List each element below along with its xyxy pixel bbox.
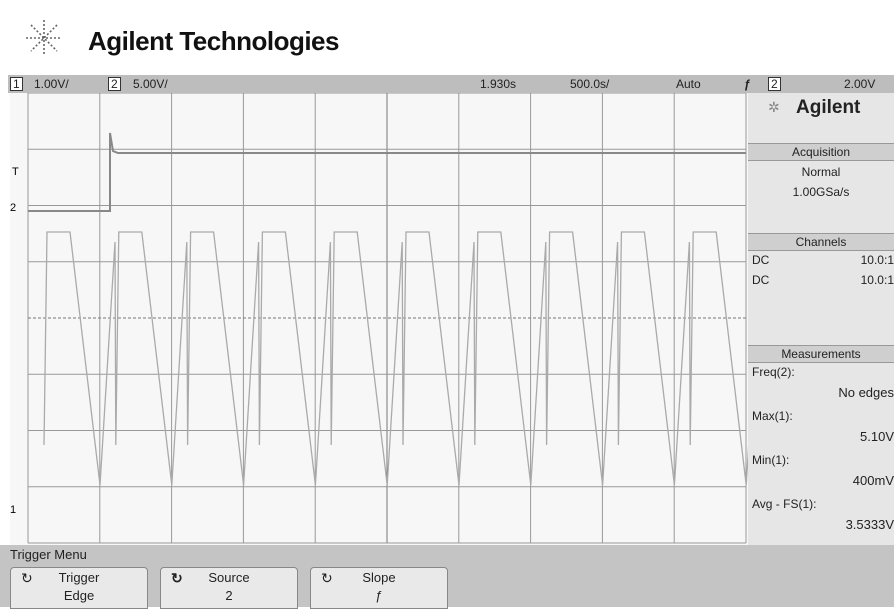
probe: 10.0:1 <box>860 273 894 287</box>
softkey[interactable]: ↻ Slope ƒ <box>310 567 448 609</box>
side-logo: Agilent <box>796 97 861 118</box>
logo-spark <box>26 20 62 56</box>
ch2-marker: 2 <box>10 202 16 214</box>
trigger-slope: ƒ <box>744 77 751 91</box>
graticule: T 2 1 <box>10 93 748 545</box>
meas-value: No edges <box>838 385 894 400</box>
softkey-label: Source <box>208 570 250 585</box>
softkey[interactable]: ↻ Source 2 <box>160 567 298 609</box>
trace-ch2 <box>28 132 746 212</box>
trace-ch1 <box>43 231 748 486</box>
brand: Agilent Technologies <box>88 26 339 56</box>
trigger-marker: T <box>12 166 19 178</box>
meas-label: Avg - FS(1): <box>752 497 817 511</box>
meas-value: 400mV <box>852 473 894 488</box>
acq-rate: 1.00GSa/s <box>792 185 850 199</box>
section-title: Acquisition <box>748 143 894 161</box>
trigger-mode: Auto <box>676 77 701 91</box>
logo-spark: ✲ <box>768 99 780 115</box>
ch1-scale: 1.00V/ <box>34 77 69 91</box>
ch2-label: 2 <box>108 77 121 91</box>
time-scale: 500.0s/ <box>570 77 610 91</box>
acq-mode: Normal <box>801 165 841 179</box>
meas-label: Min(1): <box>752 453 790 467</box>
coupling: DC <box>752 273 770 287</box>
probe: 10.0:1 <box>860 253 894 267</box>
softkey-bar: Trigger Menu ↻ Trigger Edge ↻ Source 2 ↻ Slop… <box>0 545 894 609</box>
time-delay: 1.930s <box>480 77 517 91</box>
trigger-source: 2 <box>768 77 781 91</box>
menu-title: Trigger Menu <box>10 547 87 562</box>
meas-label: Max(1): <box>752 409 793 423</box>
section-title: Measurements <box>748 345 894 363</box>
coupling: DC <box>752 253 770 267</box>
softkey-value: 2 <box>225 588 233 603</box>
screen <box>10 93 748 545</box>
side-panel: ✲ Agilent Acquisition Normal 1.00GSa/s C… <box>748 93 894 545</box>
meas-value: 5.10V <box>860 429 894 444</box>
meas-value: 3.5333V <box>845 517 894 532</box>
softkey-value: ƒ <box>375 588 383 603</box>
trigger-level: 2.00V <box>844 77 876 91</box>
softkey-value: Edge <box>63 588 95 603</box>
section-title: Channels <box>748 233 894 251</box>
ch1-label: 1 <box>10 77 23 91</box>
softkey-label: Slope <box>362 570 396 585</box>
status-bar: 1 1.00V/ 2 5.00V/ 1.930s 500.0s/ Auto ƒ … <box>8 75 894 93</box>
ch1-marker: 1 <box>10 504 16 516</box>
meas-label: Freq(2): <box>752 365 795 379</box>
ch2-scale: 5.00V/ <box>133 77 168 91</box>
softkey[interactable]: ↻ Trigger Edge <box>10 567 148 609</box>
softkey-label: Trigger <box>58 570 100 585</box>
